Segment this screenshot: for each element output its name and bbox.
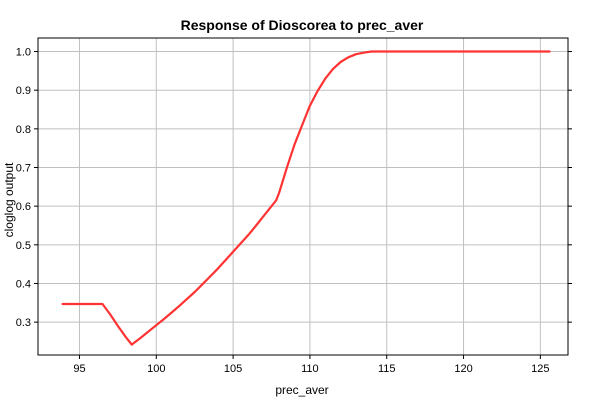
y-tick-label: 0.8 xyxy=(16,124,31,136)
y-tick-label: 0.4 xyxy=(16,278,31,290)
gridlines xyxy=(38,38,568,355)
x-tick-label: 105 xyxy=(224,363,242,375)
y-axis-label: cloglog output xyxy=(2,162,16,237)
x-tick-label: 120 xyxy=(454,363,472,375)
x-tick-label: 110 xyxy=(301,363,319,375)
plot-area xyxy=(61,50,551,346)
x-tick-label: 100 xyxy=(147,363,165,375)
y-tick-label: 0.7 xyxy=(16,163,31,175)
y-tick-label: 0.3 xyxy=(16,317,31,329)
x-axis: 95 100 105 110 115 120 125 xyxy=(73,355,550,375)
x-tick-label: 125 xyxy=(531,363,549,375)
response-curve xyxy=(61,50,551,346)
y-tick-label: 0.5 xyxy=(16,240,31,252)
x-tick-label: 95 xyxy=(73,363,85,375)
y-tick-label: 1.0 xyxy=(16,47,31,59)
y-axis: 0.3 0.4 0.5 0.6 0.7 0.8 0.9 1.0 xyxy=(16,47,572,329)
y-tick-label: 0.9 xyxy=(16,85,31,97)
x-tick-label: 115 xyxy=(378,363,396,375)
chart-title: Response of Dioscorea to prec_aver xyxy=(181,17,424,33)
y-tick-label: 0.6 xyxy=(16,201,31,213)
plot-frame xyxy=(37,37,569,356)
x-axis-label: prec_aver xyxy=(275,383,328,397)
